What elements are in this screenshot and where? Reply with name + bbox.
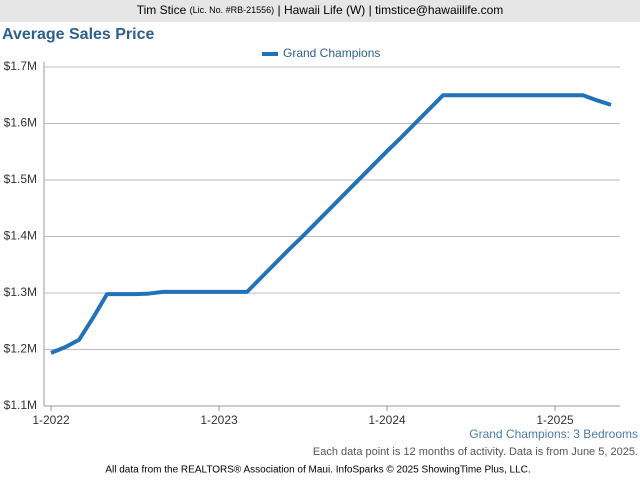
subtitle: Grand Champions: 3 Bedrooms <box>469 427 638 441</box>
agency: | Hawaii Life (W) | timstice@hawaiilife.… <box>278 3 504 17</box>
x-tick-label: 1-2023 <box>200 413 238 427</box>
line <box>50 93 612 355</box>
x-tick-label: 1-2022 <box>32 413 70 427</box>
y-tick-label: $1.3M <box>4 285 37 299</box>
y-tick-label: $1.1M <box>4 398 37 412</box>
y-tick-label: $1.2M <box>4 342 37 356</box>
x-tick-label: 1-2024 <box>368 413 406 427</box>
header: Tim Stice (Lic. No. #RB-21556) | Hawaii … <box>137 3 504 17</box>
header-bar <box>0 0 640 22</box>
legend-label: Grand Champions <box>283 46 380 60</box>
note: Each data point is 12 months of activity… <box>313 446 638 458</box>
agent-name: Tim Stice <box>137 3 187 17</box>
chart-title: Average Sales Price <box>2 26 155 43</box>
source: All data from the REALTORS® Association … <box>105 465 530 476</box>
y-tick-label: $1.6M <box>4 116 37 130</box>
x-tick-label: 1-2025 <box>536 413 574 427</box>
y-tick-label: $1.5M <box>4 172 37 186</box>
y-tick-label: $1.7M <box>4 59 37 73</box>
license: (Lic. No. #RB-21556) <box>190 5 275 15</box>
y-tick-label: $1.4M <box>4 229 37 243</box>
